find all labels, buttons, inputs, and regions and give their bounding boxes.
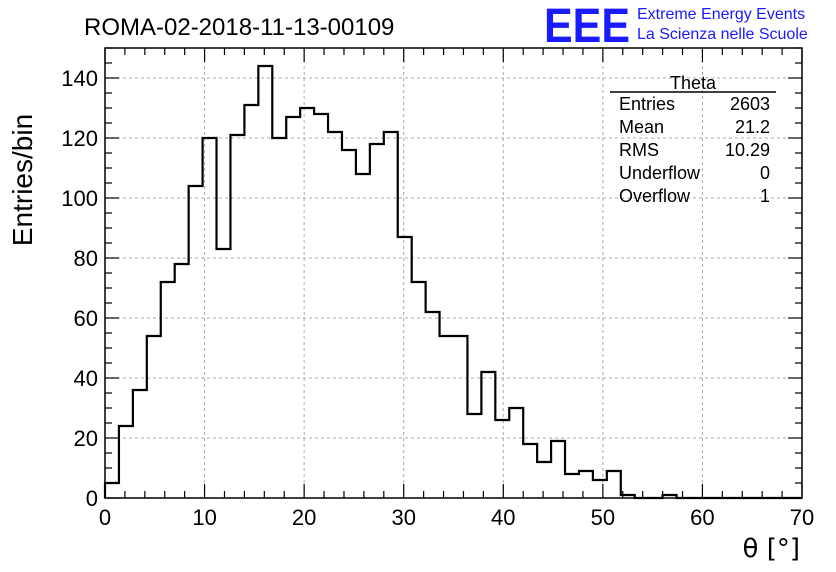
stats-label: RMS	[619, 140, 659, 160]
y-tick-label: 40	[74, 366, 98, 391]
x-tick-label: 60	[690, 505, 714, 530]
y-tick-label: 20	[74, 426, 98, 451]
logo-line-1: Extreme Energy Events	[637, 6, 805, 23]
stats-box: Theta Entries 2603 Mean 21.2 RMS 10.29 Underfl…	[610, 73, 776, 206]
x-tick-label: 70	[790, 505, 814, 530]
stats-label: Underflow	[619, 163, 701, 183]
histogram-series	[103, 64, 802, 500]
x-tick-label: 50	[591, 505, 615, 530]
stats-value: 1	[760, 186, 770, 206]
stats-label: Entries	[619, 94, 675, 114]
x-tick-label: 0	[99, 505, 111, 530]
y-tick-label: 0	[86, 486, 98, 511]
chart-title: ROMA-02-2018-11-13-00109	[84, 14, 394, 41]
logo-mark: EEE	[544, 0, 630, 53]
y-tick-label: 80	[74, 246, 98, 271]
y-tick-label: 140	[61, 66, 98, 91]
stats-title: Theta	[670, 73, 717, 93]
x-axis-label: θ [°]	[743, 534, 800, 564]
stats-value: 2603	[730, 94, 770, 114]
stats-value: 0	[760, 163, 770, 183]
stats-rows: Entries 2603 Mean 21.2 RMS 10.29 Underflow 0 Ove…	[619, 94, 770, 206]
stats-value: 10.29	[725, 140, 770, 160]
stats-label: Overflow	[619, 186, 691, 206]
eee-logo: EEE Extreme Energy Events La Scienza nel…	[544, 0, 808, 53]
x-tick-label: 30	[391, 505, 415, 530]
y-tick-label: 120	[61, 126, 98, 151]
x-tick-label: 40	[491, 505, 515, 530]
logo-line-2: La Scienza nelle Scuole	[637, 26, 808, 43]
stats-value: 21.2	[735, 117, 770, 137]
plot-frame	[104, 47, 803, 499]
x-tick-label: 10	[192, 505, 216, 530]
axes	[104, 47, 803, 499]
grid-lines	[105, 48, 802, 498]
y-tick-label: 60	[74, 306, 98, 331]
y-axis-label: Entries/bin	[7, 114, 38, 246]
stats-label: Mean	[619, 117, 664, 137]
y-tick-label: 100	[61, 186, 98, 211]
histogram-line	[103, 64, 802, 500]
x-tick-label: 20	[292, 505, 316, 530]
